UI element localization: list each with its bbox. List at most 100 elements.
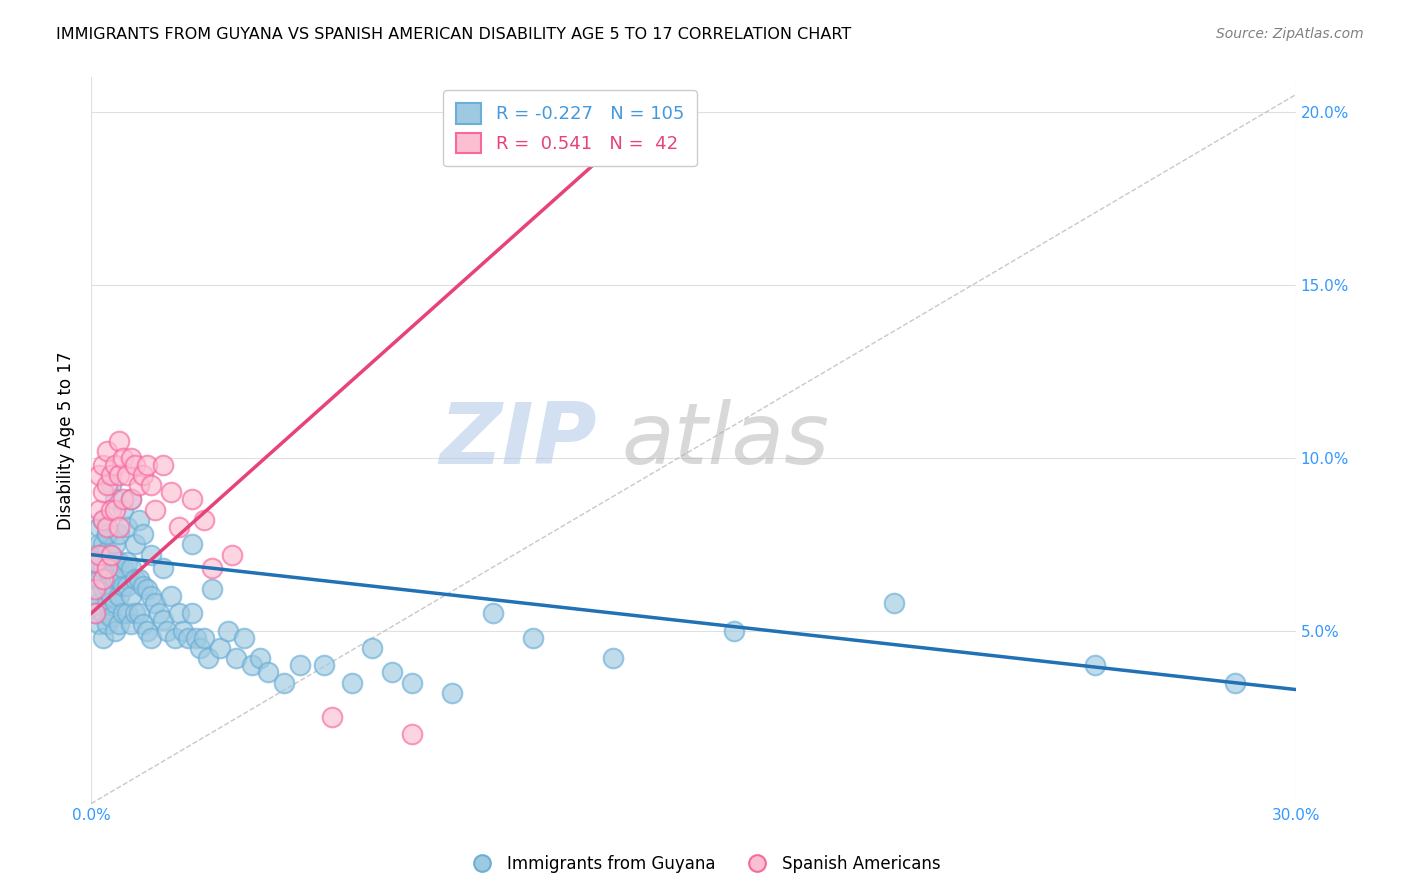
Point [108, 572, 131, 586]
Text: IMMIGRANTS FROM GUYANA VS SPANISH AMERICAN DISABILITY AGE 5 TO 17 CORRELATION CH: IMMIGRANTS FROM GUYANA VS SPANISH AMERIC… [56, 27, 852, 42]
Point [96, 527, 118, 541]
Point [89, 502, 111, 516]
Point [96, 544, 118, 558]
Point [96, 596, 118, 610]
Point [96, 443, 118, 458]
Point [128, 607, 150, 621]
Point [180, 492, 202, 507]
Point [132, 579, 155, 593]
Point [117, 520, 139, 534]
Point [883, 596, 905, 610]
Point [1084, 658, 1107, 673]
Point [84, 555, 107, 569]
Point [96, 520, 118, 534]
Point [132, 468, 155, 483]
Point [96, 527, 118, 541]
Point [108, 527, 131, 541]
Point [120, 492, 142, 507]
Point [100, 468, 122, 483]
Point [96, 561, 118, 575]
Point [136, 582, 159, 597]
Point [112, 561, 135, 575]
Point [84, 572, 107, 586]
Point [132, 527, 155, 541]
Point [169, 607, 191, 621]
Point [225, 651, 247, 665]
Point [91, 607, 114, 621]
Point [197, 651, 219, 665]
Point [96, 561, 118, 575]
Point [91, 561, 114, 575]
Point [104, 555, 127, 569]
Point [104, 537, 127, 551]
Point [120, 492, 142, 507]
Point [141, 478, 163, 492]
Point [184, 631, 207, 645]
Point [481, 607, 503, 621]
Point [169, 520, 191, 534]
Point [128, 513, 150, 527]
Point [89, 616, 111, 631]
Point [91, 513, 114, 527]
Point [112, 579, 135, 593]
Point [117, 468, 139, 483]
Point [232, 631, 254, 645]
Point [312, 658, 335, 673]
Point [100, 610, 122, 624]
Point [152, 458, 174, 472]
Point [104, 492, 127, 507]
Point [84, 589, 107, 603]
Point [117, 555, 139, 569]
Point [91, 631, 114, 645]
Point [100, 568, 122, 582]
Point [132, 616, 155, 631]
Point [124, 572, 146, 586]
Point [256, 665, 278, 680]
Point [120, 561, 142, 575]
Point [141, 548, 163, 562]
Point [89, 555, 111, 569]
Point [208, 640, 231, 655]
Point [141, 589, 163, 603]
Text: Source: ZipAtlas.com: Source: ZipAtlas.com [1216, 27, 1364, 41]
Y-axis label: Disability Age 5 to 17: Disability Age 5 to 17 [58, 351, 75, 530]
Point [173, 624, 195, 638]
Point [84, 582, 107, 597]
Point [160, 485, 183, 500]
Point [180, 537, 202, 551]
Point [112, 492, 135, 507]
Point [288, 658, 311, 673]
Point [89, 548, 111, 562]
Point [84, 548, 107, 562]
Legend: R = -0.227   N = 105, R =  0.541   N =  42: R = -0.227 N = 105, R = 0.541 N = 42 [443, 90, 697, 166]
Point [165, 631, 187, 645]
Point [120, 616, 142, 631]
Point [89, 520, 111, 534]
Point [104, 596, 127, 610]
Point [112, 450, 135, 465]
Point [128, 478, 150, 492]
Point [401, 675, 423, 690]
Point [124, 458, 146, 472]
Point [89, 468, 111, 483]
Point [156, 624, 179, 638]
Point [522, 631, 544, 645]
Point [91, 548, 114, 562]
Point [273, 675, 295, 690]
Point [148, 607, 170, 621]
Point [188, 640, 211, 655]
Point [100, 548, 122, 562]
Point [193, 513, 215, 527]
Point [152, 561, 174, 575]
Point [108, 589, 131, 603]
Point [91, 513, 114, 527]
Point [100, 548, 122, 562]
Point [321, 710, 343, 724]
Point [401, 727, 423, 741]
Point [89, 596, 111, 610]
Point [84, 607, 107, 621]
Point [117, 607, 139, 621]
Point [91, 537, 114, 551]
Point [176, 631, 198, 645]
Legend: Immigrants from Guyana, Spanish Americans: Immigrants from Guyana, Spanish American… [458, 848, 948, 880]
